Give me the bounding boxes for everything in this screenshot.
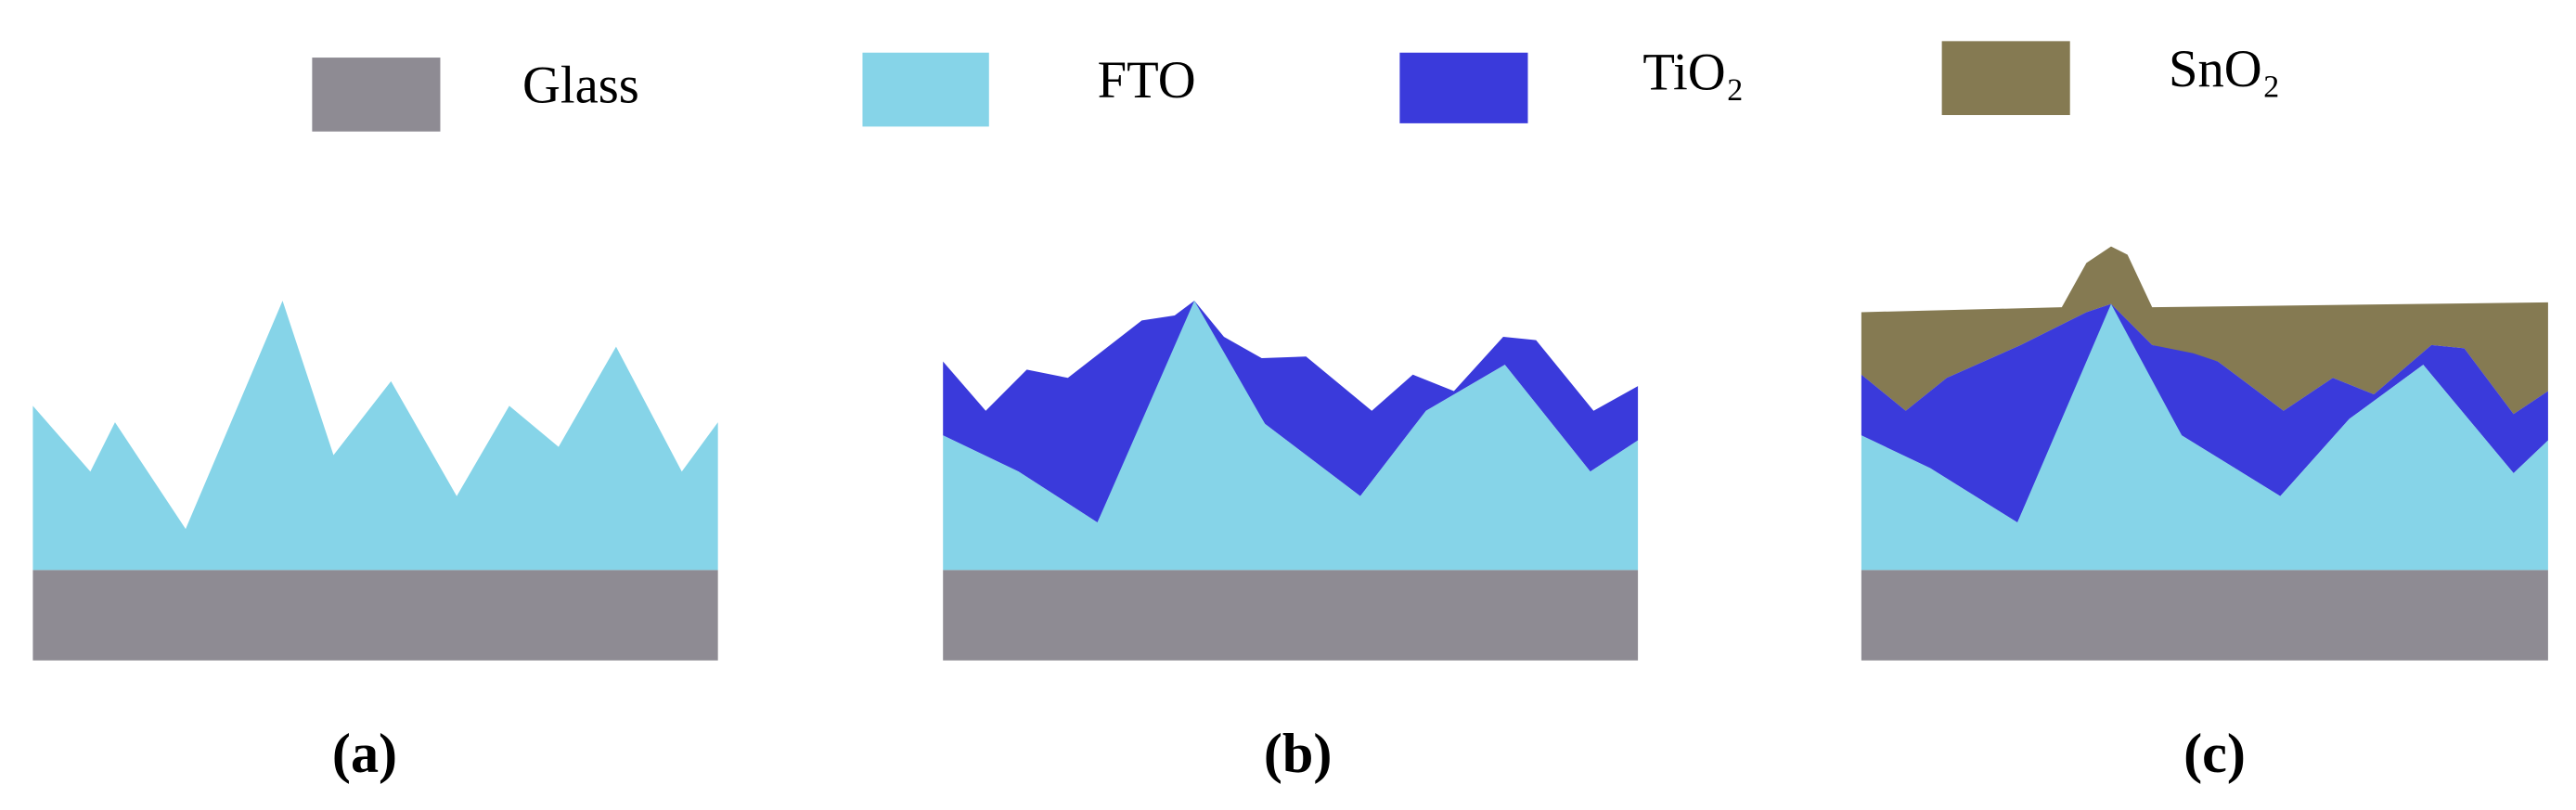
fto-layer [1861,303,2548,571]
legend-label: TiO₂ [1642,44,1744,101]
panel-label: (a) [332,723,397,785]
glass-layer [1861,570,2548,661]
tio2-layer [943,301,1639,523]
legend-label: SnO₂ [2169,41,2280,98]
legend-swatch-tio2 [1399,52,1528,123]
glass-layer [32,570,718,661]
panel-label: (b) [1264,723,1333,785]
legend: Glass FTO TiO₂ SnO₂ [312,41,2280,132]
legend-label: Glass [522,57,639,114]
legend-swatch-glass [312,58,441,132]
fto-layer [32,301,718,571]
sno2-layer [1861,246,2548,415]
legend-label: FTO [1098,52,1196,109]
panel-b: (b) [943,301,1639,785]
legend-swatch-fto [862,52,989,127]
tio2-layer [1861,303,2548,523]
panel-a: (a) [32,301,718,785]
legend-swatch-sno2 [1941,41,2070,116]
glass-layer [943,570,1639,661]
panel-c: (c) [1861,246,2548,785]
panel-label: (c) [2183,723,2246,785]
fto-layer [943,301,1639,571]
